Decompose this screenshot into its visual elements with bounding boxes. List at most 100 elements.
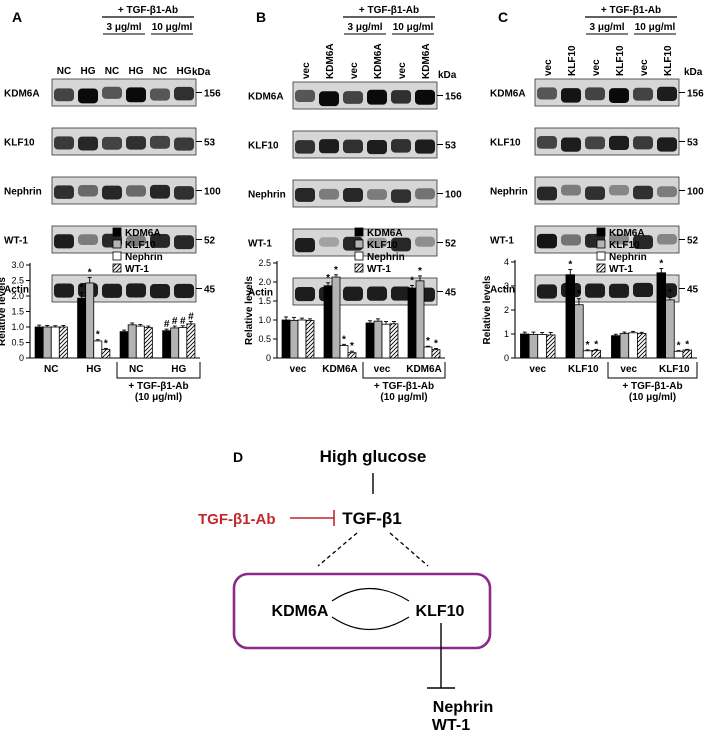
kda-value: 156 <box>204 89 221 100</box>
kda-value: 52 <box>687 236 699 247</box>
blot-band <box>174 186 194 200</box>
legend-entry: WT-1 <box>609 264 633 275</box>
blot-band <box>174 137 194 151</box>
group-sublabel: (10 μg/ml) <box>135 392 182 403</box>
blot-row-label: Actin <box>248 288 273 299</box>
significance-mark: # <box>172 316 178 327</box>
bar-wt-1 <box>101 348 111 359</box>
blot-band <box>561 234 581 246</box>
blot-row-label: Nephrin <box>248 190 286 201</box>
bar-nephrin <box>93 340 103 359</box>
group-label: + TGF-β1-Ab <box>128 381 188 392</box>
legend-swatch <box>354 227 364 237</box>
blot-band <box>150 284 170 299</box>
lane-label: vec <box>543 59 554 76</box>
y-tick-label: 2.5 <box>11 276 24 286</box>
blot-row-label: WT-1 <box>4 236 28 247</box>
group-label: + TGF-β1-Ab <box>374 381 434 392</box>
lane-label: KLF10 <box>567 45 578 76</box>
concentration-header: 10 μg/ml <box>152 22 193 33</box>
legend-swatch <box>112 263 122 273</box>
y-tick-label: 2 <box>504 305 509 315</box>
blot-band <box>295 238 315 253</box>
bar-kdm6a <box>407 287 417 359</box>
kda-value: 52 <box>204 236 216 247</box>
blot-band <box>537 284 557 299</box>
blot-band <box>633 282 653 298</box>
blot-band <box>609 88 629 103</box>
blot-band <box>126 87 146 103</box>
lane-label: KLF10 <box>615 45 626 76</box>
dashed-link-right <box>389 532 429 567</box>
y-tick-label: 1 <box>504 329 509 339</box>
bar-klf10 <box>331 276 341 359</box>
y-tick-label: 0.5 <box>258 334 271 344</box>
nephrin-target: Nephrin <box>433 699 493 716</box>
blot-row-label: Actin <box>490 285 515 296</box>
kda-value: 53 <box>204 138 216 149</box>
blot-band <box>585 186 605 200</box>
bar-kdm6a <box>34 326 44 359</box>
blot-band <box>150 184 170 199</box>
bar-kdm6a <box>520 333 530 359</box>
blot-band <box>174 86 194 101</box>
legend-swatch <box>596 239 606 249</box>
significance-mark: * <box>426 336 430 347</box>
blot-band <box>585 87 605 101</box>
blot-band <box>319 188 339 200</box>
bar-nephrin <box>582 350 593 359</box>
bar-kdm6a <box>611 335 621 359</box>
legend-entry: Nephrin <box>367 252 405 263</box>
y-axis-label: Relative levels <box>482 275 493 344</box>
category-label: HG <box>86 364 101 375</box>
blot-row-label: Nephrin <box>4 187 42 198</box>
blot-band <box>126 283 146 298</box>
bar-kdm6a <box>162 330 172 359</box>
blot-band <box>343 286 363 301</box>
blot-row-label: Actin <box>4 285 29 296</box>
category-label: KLF10 <box>659 364 690 375</box>
kda-value: 45 <box>445 288 457 299</box>
lane-label: KLF10 <box>663 45 674 76</box>
blot-band <box>295 140 315 154</box>
blot-band <box>367 237 387 248</box>
category-label: HG <box>171 364 186 375</box>
legend-swatch <box>354 251 364 261</box>
blot-band <box>295 89 315 103</box>
pathway-diagram: D High glucose TGF-β1 TGF-β1-Ab KDM6A KL… <box>198 447 493 732</box>
blot-band <box>657 186 677 198</box>
significance-mark: * <box>677 341 681 352</box>
bar-klf10 <box>42 326 52 359</box>
lane-label: vec <box>639 59 650 76</box>
blot-band <box>367 286 387 301</box>
blot-row-label: KDM6A <box>490 89 526 100</box>
blot-band <box>102 185 122 200</box>
kda-value: 45 <box>204 285 216 296</box>
y-tick-label: 2.5 <box>258 258 271 268</box>
bar-kdm6a <box>77 297 87 359</box>
bar-klf10 <box>415 280 425 359</box>
bar-wt-1 <box>58 326 68 359</box>
kda-value: 53 <box>445 141 457 152</box>
concentration-header: 3 μg/ml <box>347 22 382 33</box>
legend-swatch <box>354 239 364 249</box>
blot-band <box>54 234 74 249</box>
klf10-node: KLF10 <box>416 603 465 620</box>
y-tick-label: 1.0 <box>11 322 24 332</box>
bar-kdm6a <box>565 274 576 359</box>
significance-mark: * <box>410 275 414 286</box>
category-label: KDM6A <box>406 364 442 375</box>
bar-kdm6a <box>281 319 291 359</box>
tgf-beta1-label: TGF-β1 <box>342 509 401 528</box>
y-tick-label: 3 <box>504 281 509 291</box>
legend-entry: KLF10 <box>609 240 640 251</box>
treatment-header: + TGF-β1-Ab <box>118 5 178 16</box>
blot-band <box>54 136 74 150</box>
blot-band <box>102 283 122 298</box>
blot-band <box>174 283 194 299</box>
bar-klf10 <box>127 324 137 359</box>
blot-band <box>78 234 98 246</box>
kda-value: 100 <box>445 190 462 201</box>
